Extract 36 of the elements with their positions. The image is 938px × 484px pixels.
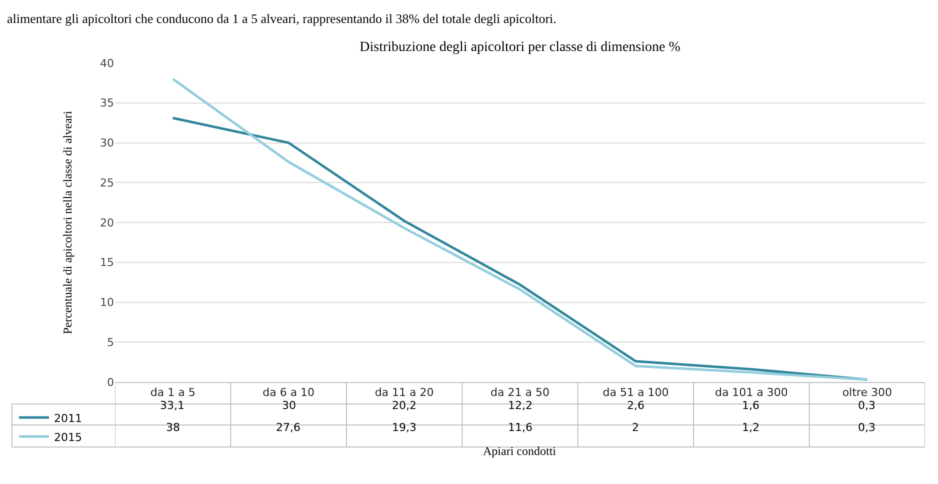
y-tick-label: 25 — [100, 176, 114, 190]
x-tick-label: da 21 a 50 — [490, 386, 550, 400]
y-tick-label: 10 — [100, 296, 114, 310]
chart-title: Distribuzione degli apicoltori per classe di dimensione % — [360, 40, 681, 55]
data-label: 20,2 — [392, 399, 416, 412]
data-label: 38 — [166, 421, 180, 434]
data-label: 33,1 — [160, 399, 184, 412]
data-label: 2,6 — [627, 399, 644, 412]
data-label: 0,3 — [858, 399, 876, 412]
data-label: 0,3 — [858, 421, 876, 434]
x-tick-label: oltre 300 — [842, 386, 892, 400]
x-tick-label: da 11 a 20 — [374, 386, 434, 400]
x-tick-label: da 6 a 10 — [262, 386, 315, 400]
data-label: 2 — [632, 421, 639, 434]
data-label: 1,2 — [742, 421, 760, 434]
x-tick-label: da 1 a 5 — [150, 386, 196, 400]
y-tick-label: 0 — [107, 376, 114, 389]
y-tick-label: 15 — [100, 256, 114, 270]
x-axis-title: Apiari condotti — [483, 444, 557, 458]
y-tick-label: 30 — [100, 136, 114, 150]
data-label: 12,2 — [508, 399, 532, 412]
legend-label: 2015 — [54, 430, 82, 444]
data-label: 19,3 — [392, 421, 416, 434]
y-tick-label: 20 — [100, 216, 114, 230]
x-tick-label: da 51 a 100 — [602, 386, 669, 400]
legend-label: 2011 — [54, 412, 82, 425]
text: alimentare gli apicoltori che conducono da 1 a 5 alveari, rappresentando il 38% del totale degli apicoltori. — [7, 11, 556, 26]
data-label: 30 — [282, 399, 296, 412]
y-tick-label: 40 — [100, 56, 114, 70]
data-label: 1,6 — [742, 399, 760, 412]
data-label: 11,6 — [508, 421, 532, 434]
y-tick-label: 5 — [107, 336, 114, 349]
y-axis-title: Percentuale di apicoltori nella classe di alveari — [60, 110, 74, 334]
data-label: 27,6 — [276, 421, 300, 434]
x-tick-label: da 101 a 300 — [714, 386, 788, 400]
y-tick-label: 35 — [100, 96, 114, 110]
